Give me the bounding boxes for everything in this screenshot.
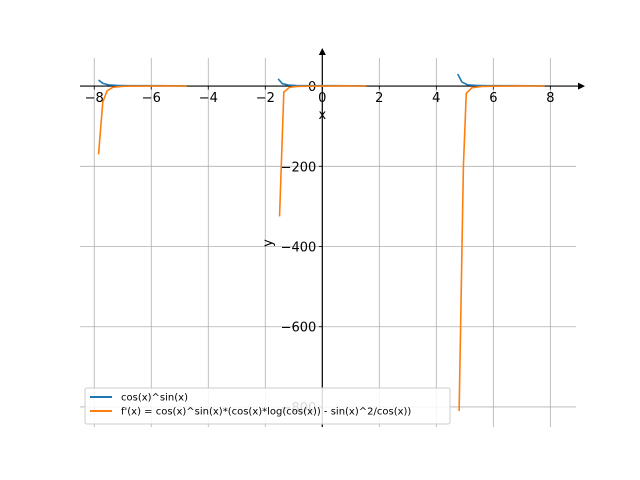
y-tick-label: −600 bbox=[281, 321, 317, 336]
x-axis-arrow bbox=[578, 82, 585, 90]
x-tick-label: 8 bbox=[546, 91, 554, 106]
x-tick-label: −2 bbox=[256, 91, 275, 106]
grid bbox=[80, 58, 576, 427]
x-tick-label: 4 bbox=[432, 91, 440, 106]
x-tick-label: 6 bbox=[489, 91, 497, 106]
x-tick-label: −4 bbox=[199, 91, 218, 106]
series-line-cos-sin bbox=[456, 73, 545, 87]
y-tick-label: 0 bbox=[308, 80, 316, 95]
series-line-derivative bbox=[278, 85, 367, 217]
y-axis-label: y bbox=[261, 239, 276, 247]
x-tick-label: 0 bbox=[318, 91, 326, 106]
legend: cos(x)^sin(x) f'(x) = cos(x)^sin(x)*(cos… bbox=[84, 387, 451, 425]
y-tick-label: −200 bbox=[281, 160, 317, 175]
x-tick-label: −6 bbox=[142, 91, 161, 106]
series-line-derivative bbox=[458, 85, 545, 411]
y-tick-label: −400 bbox=[281, 241, 317, 256]
y-axis-arrow bbox=[318, 48, 326, 55]
legend-label-derivative: f'(x) = cos(x)^sin(x)*(cos(x)*log(cos(x)… bbox=[121, 407, 411, 418]
x-tick-label: 2 bbox=[375, 91, 383, 106]
x-tick-label: −8 bbox=[85, 91, 104, 106]
series-line-derivative bbox=[97, 85, 187, 155]
series-line-cos-sin bbox=[98, 79, 187, 87]
legend-box bbox=[84, 387, 451, 425]
series bbox=[97, 73, 545, 411]
x-axis-label: x bbox=[318, 108, 326, 123]
legend-label-cos-sin: cos(x)^sin(x) bbox=[121, 393, 188, 404]
